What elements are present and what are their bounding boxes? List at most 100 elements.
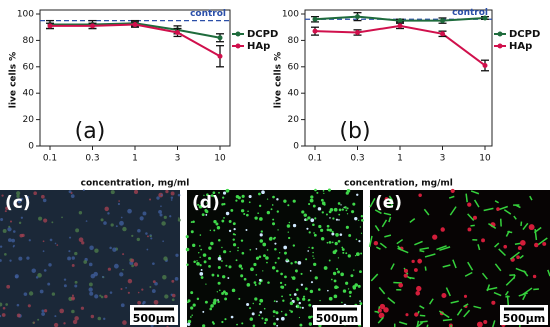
- legend-marker: [497, 31, 503, 37]
- cell: [272, 310, 276, 314]
- y-tick-label: 100: [17, 10, 34, 20]
- cell: [330, 278, 333, 281]
- micrograph: [187, 190, 363, 327]
- cell: [338, 213, 341, 216]
- cell: [486, 286, 498, 291]
- cell: [119, 220, 124, 226]
- nucleus: [379, 303, 386, 310]
- cell: [161, 221, 166, 226]
- cell: [89, 291, 94, 296]
- cell: [320, 228, 324, 232]
- cell: [258, 282, 262, 285]
- cell: [233, 228, 236, 231]
- cell: [312, 204, 316, 208]
- cell: [240, 209, 245, 213]
- cell: [241, 194, 245, 198]
- cell: [467, 261, 474, 271]
- cell: [170, 199, 173, 201]
- cell: [332, 217, 335, 220]
- cell: [308, 231, 311, 234]
- cell: [341, 246, 344, 249]
- cell: [31, 268, 36, 273]
- cell: [5, 206, 9, 211]
- cell: [426, 324, 429, 327]
- cell: [190, 316, 192, 318]
- cell: [342, 289, 347, 293]
- cell: [266, 261, 268, 264]
- cell: [313, 262, 317, 267]
- cell: [329, 217, 331, 219]
- cell: [240, 267, 244, 270]
- cell: [342, 251, 345, 254]
- cell: [198, 245, 201, 247]
- cell: [20, 216, 23, 219]
- cell: [49, 238, 53, 242]
- micrograph: [0, 190, 180, 327]
- cell: [279, 281, 283, 285]
- cell: [238, 297, 241, 300]
- cell: [287, 204, 290, 207]
- cell: [23, 292, 28, 296]
- cell: [338, 219, 340, 221]
- cell: [327, 188, 331, 192]
- cell: [258, 302, 261, 306]
- cell: [48, 263, 52, 267]
- cell: [272, 195, 275, 199]
- cell: [477, 244, 481, 251]
- nucleus: [520, 240, 526, 246]
- cell: [387, 197, 394, 207]
- y-tick-label: 80: [23, 36, 35, 46]
- cell: [80, 306, 85, 310]
- cell: [318, 224, 322, 229]
- cell: [208, 246, 212, 250]
- cell: [345, 281, 349, 285]
- cell: [312, 251, 314, 254]
- cell: [346, 189, 351, 193]
- cell: [259, 298, 264, 303]
- cell: [419, 305, 425, 310]
- cell: [419, 247, 429, 251]
- cell: [354, 217, 358, 221]
- cell: [357, 284, 361, 288]
- cell: [221, 320, 224, 324]
- cell: [323, 266, 328, 270]
- cell: [213, 229, 216, 232]
- cell: [270, 208, 273, 211]
- cell: [283, 245, 288, 250]
- cell: [196, 260, 198, 262]
- cell: [212, 191, 216, 195]
- cell: [463, 303, 469, 308]
- cell: [101, 275, 104, 278]
- cell: [309, 198, 314, 203]
- y-axis-label: live cells %: [9, 52, 19, 108]
- cell: [465, 193, 468, 203]
- cell: [204, 300, 208, 304]
- cell: [69, 236, 72, 239]
- cell: [297, 261, 302, 265]
- cell: [199, 272, 204, 276]
- point: [312, 16, 318, 22]
- cell: [177, 193, 181, 197]
- cell: [228, 265, 232, 269]
- cell: [314, 276, 318, 280]
- cell: [237, 246, 239, 249]
- cell: [232, 238, 235, 241]
- cell: [381, 219, 388, 228]
- cell: [234, 233, 236, 236]
- cell: [280, 310, 283, 313]
- cell: [230, 208, 234, 212]
- cell: [243, 212, 246, 215]
- cell: [218, 191, 220, 194]
- cell: [67, 256, 72, 261]
- cell: [289, 309, 291, 312]
- nucleus: [496, 207, 500, 211]
- cell: [122, 268, 124, 271]
- cell: [221, 246, 223, 249]
- cell: [16, 303, 20, 307]
- cell: [160, 194, 163, 196]
- cell: [70, 296, 76, 301]
- cell: [56, 244, 59, 246]
- cell: [110, 223, 114, 227]
- point: [440, 31, 445, 37]
